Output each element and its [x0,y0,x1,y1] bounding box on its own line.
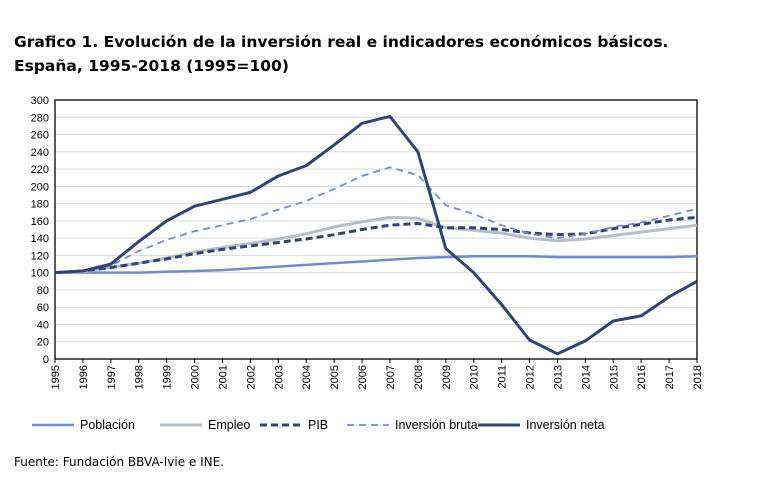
series-line-inversión-bruta [54,166,698,274]
y-tick-label: 140 [31,233,49,245]
y-tick-label: 180 [31,199,49,211]
series-line-pib [54,215,698,275]
x-tick-label: 2010 [469,365,481,389]
y-tick-label: 220 [31,164,49,176]
x-tick-label: 2007 [385,365,397,389]
x-tick-label: 2014 [580,365,592,389]
plot-frame [54,99,698,360]
y-tick-label: 200 [31,181,49,193]
y-tick-label: 40 [37,319,49,331]
x-tick-label: 2015 [608,365,620,389]
source-note: Fuente: Fundación BBVA-Ivie e INE. [14,455,224,469]
x-tick-label: 1997 [106,365,118,389]
y-tick-label: 60 [37,302,49,314]
series-line-inversión-neta [54,114,698,356]
x-tick-label: 2003 [273,365,285,389]
y-tick-label: 80 [37,285,49,297]
y-tick-label: 0 [43,354,49,366]
y-tick-label: 100 [31,268,49,280]
x-tick-label: 2006 [357,365,369,389]
legend-label: Población [80,418,135,432]
x-tick-label: 2001 [217,365,229,389]
chart-title: Grafico 1. Evolución de la inversión rea… [14,30,668,78]
x-tick-label: 2008 [413,365,425,389]
legend-label: Inversión bruta [395,418,478,432]
legend-label: PIB [308,418,328,432]
chart-title-line2: España, 1995-2018 (1995=100) [14,57,289,75]
x-tick-label: 2000 [190,365,202,389]
x-tick-label: 1995 [50,365,62,389]
x-tick-label: 2004 [301,365,313,389]
y-tick-label: 240 [31,147,49,159]
y-tick-label: 160 [31,216,49,228]
x-tick-label: 2011 [497,365,509,389]
chart-title-line1: Grafico 1. Evolución de la inversión rea… [14,33,669,51]
x-tick-label: 1998 [134,365,146,389]
legend-label: Inversión neta [526,418,605,432]
series-line-población [55,255,698,274]
y-tick-label: 120 [31,250,49,262]
x-tick-label: 1996 [78,365,90,389]
x-tick-label: 2018 [692,365,704,389]
y-tick-label: 20 [37,337,49,349]
x-tick-label: 2017 [664,365,676,389]
x-tick-label: 2013 [552,365,564,389]
series-line-empleo [54,215,698,275]
x-tick-label: 2016 [636,365,648,389]
y-tick-label: 280 [31,112,49,124]
legend-label: Empleo [208,418,250,432]
y-tick-label: 260 [31,130,49,142]
x-tick-label: 2002 [245,365,257,389]
x-tick-label: 1999 [162,365,174,389]
x-tick-label: 2005 [329,365,341,389]
y-tick-label: 300 [31,95,49,107]
x-tick-label: 2009 [441,365,453,389]
x-tick-label: 2012 [525,365,537,389]
